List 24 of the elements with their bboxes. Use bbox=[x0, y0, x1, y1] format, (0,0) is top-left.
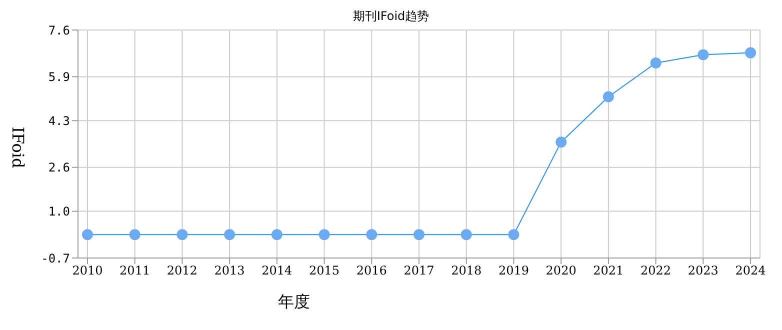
x-tick-label: 2017 bbox=[404, 264, 434, 278]
y-tick-label: 4.3 bbox=[48, 114, 70, 128]
x-tick-label: 2022 bbox=[640, 264, 672, 278]
y-tick-label: 5.9 bbox=[48, 70, 70, 84]
x-tick-label: 2021 bbox=[593, 264, 624, 278]
x-tick-label: 2024 bbox=[735, 264, 766, 278]
y-tick-label: 1.0 bbox=[48, 204, 70, 219]
x-tick-label: 2014 bbox=[262, 264, 293, 278]
x-tick-label: 2012 bbox=[166, 264, 198, 278]
x-tick-label: 2015 bbox=[309, 264, 340, 278]
x-tick-label: 2023 bbox=[688, 264, 718, 278]
x-tick-label: 2010 bbox=[72, 264, 103, 278]
y-tick-label: 2.6 bbox=[48, 160, 70, 175]
x-tick-label: 2020 bbox=[546, 264, 576, 278]
x-axis-title: 年度 bbox=[278, 292, 310, 313]
x-tick-label: 2011 bbox=[120, 264, 150, 278]
chart-title: 期刊IFoid趋势 bbox=[352, 8, 430, 25]
y-tick-label: -0.7 bbox=[41, 251, 70, 266]
x-tick-label: 2013 bbox=[214, 264, 245, 278]
y-axis-title: IFoid bbox=[8, 126, 28, 170]
x-tick-label: 2016 bbox=[356, 264, 387, 278]
x-tick-label: 2018 bbox=[451, 264, 482, 278]
y-tick-label: 7.6 bbox=[48, 23, 70, 38]
x-tick-label: 2019 bbox=[498, 264, 529, 278]
